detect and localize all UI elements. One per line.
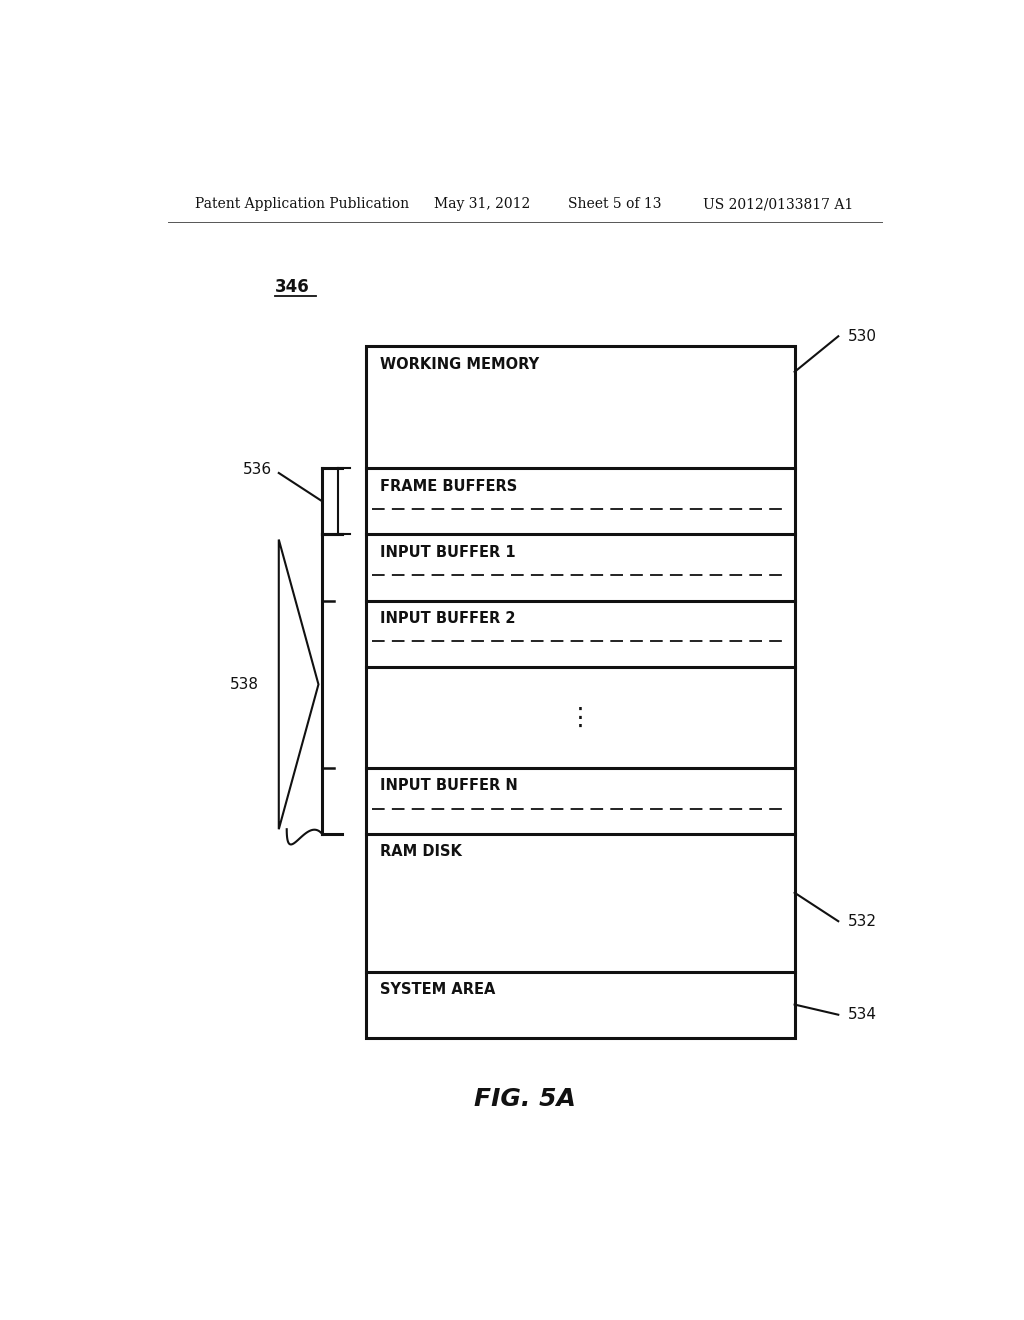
Text: Sheet 5 of 13: Sheet 5 of 13 xyxy=(568,197,662,211)
Text: 532: 532 xyxy=(848,913,877,929)
Text: May 31, 2012: May 31, 2012 xyxy=(433,197,529,211)
Text: INPUT BUFFER 2: INPUT BUFFER 2 xyxy=(380,611,516,626)
Text: 346: 346 xyxy=(274,277,309,296)
Text: US 2012/0133817 A1: US 2012/0133817 A1 xyxy=(703,197,854,211)
Text: SYSTEM AREA: SYSTEM AREA xyxy=(380,982,496,997)
Text: RAM DISK: RAM DISK xyxy=(380,845,462,859)
Text: FRAME BUFFERS: FRAME BUFFERS xyxy=(380,479,517,494)
Text: INPUT BUFFER N: INPUT BUFFER N xyxy=(380,779,518,793)
Text: 534: 534 xyxy=(848,1007,877,1022)
Bar xyxy=(367,346,795,1038)
Text: ⋮: ⋮ xyxy=(568,705,593,730)
Text: 530: 530 xyxy=(848,329,877,343)
Text: Patent Application Publication: Patent Application Publication xyxy=(196,197,410,211)
Text: 538: 538 xyxy=(230,677,259,692)
Text: WORKING MEMORY: WORKING MEMORY xyxy=(380,356,540,372)
Text: 536: 536 xyxy=(244,462,272,478)
Text: FIG. 5A: FIG. 5A xyxy=(474,1086,575,1110)
Text: INPUT BUFFER 1: INPUT BUFFER 1 xyxy=(380,545,516,560)
